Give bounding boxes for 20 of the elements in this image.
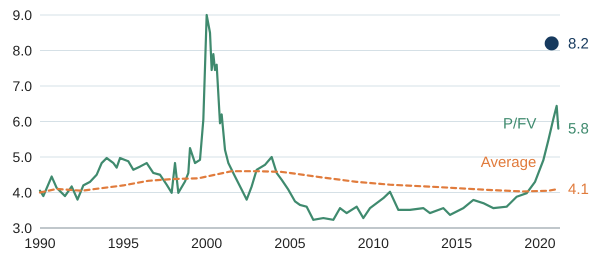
x-tick-label: 1995 (108, 235, 140, 251)
data-label: 4.1 (568, 180, 589, 198)
x-tick-label: 2000 (191, 235, 222, 251)
x-tick-label: 1990 (24, 235, 56, 251)
y-tick-label: 4.0 (12, 184, 32, 200)
series-label: Average (480, 154, 536, 171)
series-label: P/FV (502, 116, 536, 133)
line-series (38, 14, 560, 221)
x-tick-label: 2015 (441, 235, 472, 251)
y-tick-label: 9.0 (12, 7, 32, 23)
data-label: 5.8 (568, 120, 589, 138)
y-tick-label: 3.0 (12, 220, 32, 236)
y-tick-label: 5.0 (12, 149, 32, 165)
data-label: 8.2 (568, 35, 589, 52)
y-tick-label: 8.0 (12, 42, 32, 58)
y-tick-label: 6.0 (12, 114, 32, 130)
x-tick-label: 2005 (274, 235, 306, 251)
y-tick-label: 7.0 (12, 78, 32, 94)
x-tick-label: 2020 (524, 235, 556, 251)
x-tick-label: 2010 (358, 235, 390, 251)
